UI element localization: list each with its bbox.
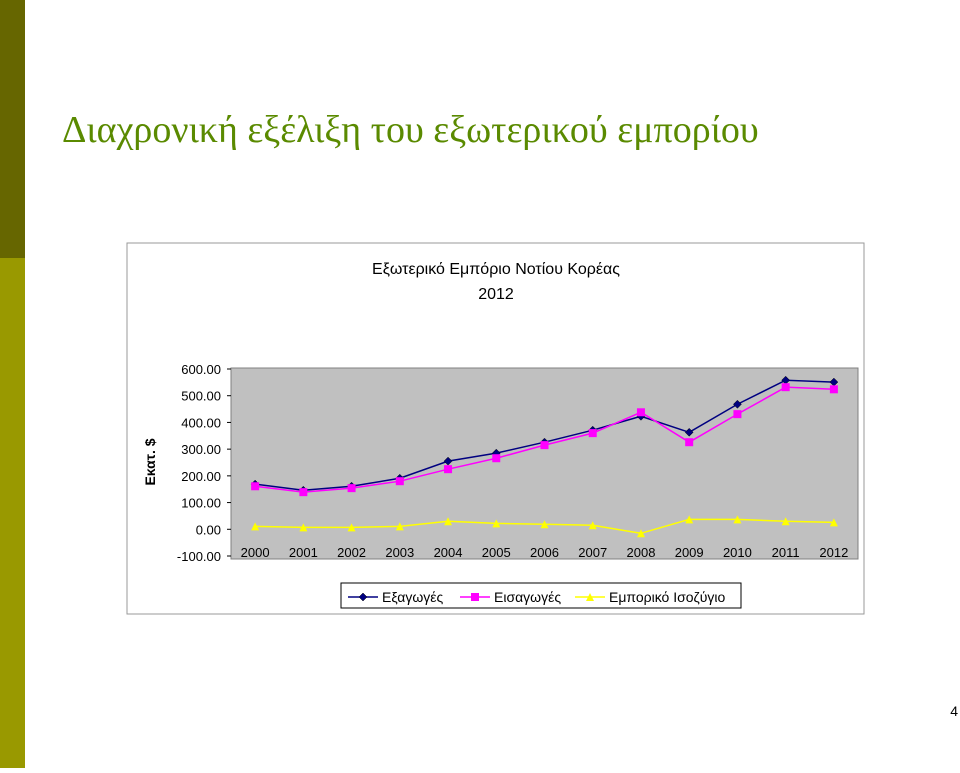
x-tick-label: 2007	[578, 545, 607, 560]
x-tick-label: 2012	[819, 545, 848, 560]
marker	[636, 408, 645, 417]
x-tick-label: 2001	[289, 545, 318, 560]
marker	[829, 385, 838, 394]
x-tick-label: 2000	[241, 545, 270, 560]
x-tick-label: 2011	[772, 545, 800, 560]
marker	[299, 523, 308, 532]
marker	[251, 482, 260, 491]
x-tick-label: 2004	[434, 545, 463, 560]
y-tick-label: 500.00	[181, 389, 221, 404]
x-tick-label: 2008	[627, 545, 656, 560]
legend-marker	[358, 592, 368, 602]
marker	[492, 454, 501, 463]
x-tick-label: 2009	[675, 545, 704, 560]
marker	[733, 399, 742, 409]
legend-label: Εξαγωγές	[382, 589, 443, 605]
marker	[299, 488, 308, 497]
marker	[347, 523, 356, 532]
decor-bar	[0, 0, 25, 258]
chart-title: Εξωτερικό Εμπόριο Νοτίου Κορέας	[372, 261, 620, 278]
marker	[781, 383, 790, 392]
marker	[684, 427, 694, 437]
marker	[347, 484, 356, 493]
marker	[733, 515, 742, 524]
legend	[340, 582, 742, 609]
y-tick-label: 600.00	[181, 362, 221, 377]
marker	[540, 441, 549, 450]
decor-bar	[0, 258, 25, 768]
page-number: 4	[950, 703, 958, 719]
marker	[395, 477, 404, 486]
legend-label: Εισαγωγές	[494, 589, 561, 605]
marker	[540, 520, 549, 529]
marker	[443, 456, 453, 466]
marker	[685, 438, 694, 447]
y-tick-label: 400.00	[181, 415, 221, 430]
marker	[492, 519, 501, 528]
marker	[636, 529, 645, 538]
marker	[444, 465, 453, 474]
x-tick-label: 2006	[530, 545, 559, 560]
marker	[444, 517, 453, 526]
plot-area	[230, 367, 859, 560]
y-axis-label: Εκατ. $	[142, 438, 158, 485]
y-tick-label: 200.00	[181, 469, 221, 484]
y-tick-label: 100.00	[181, 496, 221, 511]
slide-title: Διαχρονική εξέλιξη του εξωτερικού εμπορί…	[62, 109, 759, 151]
marker	[251, 522, 260, 531]
x-tick-label: 2010	[723, 545, 752, 560]
marker	[395, 522, 404, 531]
y-tick-label: 0.00	[196, 522, 221, 537]
marker	[588, 429, 597, 438]
y-tick-label: 300.00	[181, 442, 221, 457]
marker	[685, 515, 694, 524]
chart-subtitle: 2012	[478, 286, 514, 303]
x-tick-label: 2002	[337, 545, 366, 560]
marker	[733, 410, 742, 419]
marker	[781, 517, 790, 526]
x-tick-label: 2005	[482, 545, 511, 560]
y-tick-label: -100.00	[177, 549, 221, 564]
legend-label: Εμπορικό Ισοζύγιο	[609, 589, 725, 605]
x-tick-label: 2003	[385, 545, 414, 560]
marker	[588, 521, 597, 530]
marker	[829, 518, 838, 527]
legend-marker	[471, 593, 479, 601]
legend-marker	[586, 593, 594, 601]
